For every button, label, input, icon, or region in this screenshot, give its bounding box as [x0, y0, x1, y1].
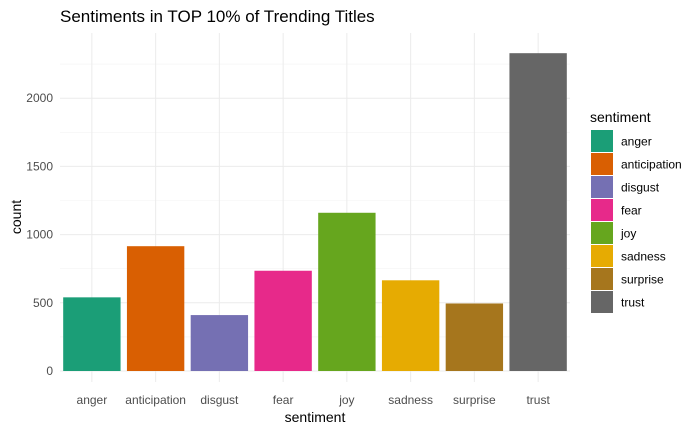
bar-disgust: [190, 315, 249, 371]
bar-trust: [509, 53, 567, 371]
y-tick-label: 1000: [26, 228, 53, 242]
legend-key-anger: [591, 130, 613, 152]
legend-label-joy: joy: [620, 227, 636, 241]
legend-label-fear: fear: [621, 204, 642, 218]
legend-key-anticipation: [591, 153, 613, 175]
x-tick-label: anticipation: [125, 393, 186, 407]
bar-fear: [254, 270, 312, 371]
x-axis-label: sentiment: [285, 409, 346, 425]
bar-surprise: [445, 303, 504, 371]
bar-anger: [63, 297, 121, 371]
legend-title: sentiment: [590, 109, 651, 125]
chart-title: Sentiments in TOP 10% of Trending Titles: [60, 7, 375, 26]
legend-label-trust: trust: [621, 296, 645, 310]
x-tick-label: joy: [338, 393, 354, 407]
legend-key-trust: [591, 291, 613, 313]
y-tick-label: 500: [33, 296, 53, 310]
x-tick-label: trust: [526, 393, 550, 407]
legend-label-disgust: disgust: [621, 181, 660, 195]
x-tick-label: sadness: [388, 393, 433, 407]
y-axis-label: count: [8, 200, 24, 234]
y-tick-label: 2000: [26, 91, 53, 105]
bars: [63, 53, 567, 371]
bar-anticipation: [126, 246, 185, 371]
bar-joy: [318, 212, 376, 371]
legend-key-surprise: [591, 268, 613, 290]
y-tick-label: 0: [46, 364, 53, 378]
x-tick-label: anger: [77, 393, 108, 407]
bar-sadness: [381, 280, 440, 371]
legend-label-sadness: sadness: [621, 250, 666, 264]
x-tick-label: surprise: [453, 393, 496, 407]
legend-label-surprise: surprise: [621, 273, 664, 287]
legend-key-sadness: [591, 245, 613, 267]
legend-key-fear: [591, 199, 613, 221]
legend-key-disgust: [591, 176, 613, 198]
legend: sentiment anger anticipation disgust fear jo…: [590, 109, 682, 313]
ticks: 0 500 1000 1500 2000 anger anticipation disgust…: [26, 91, 550, 407]
legend-key-joy: [591, 222, 613, 244]
x-tick-label: fear: [273, 393, 294, 407]
legend-label-anger: anger: [621, 135, 652, 149]
y-tick-label: 1500: [26, 159, 53, 173]
legend-label-anticipation: anticipation: [621, 158, 682, 172]
x-tick-label: disgust: [200, 393, 239, 407]
